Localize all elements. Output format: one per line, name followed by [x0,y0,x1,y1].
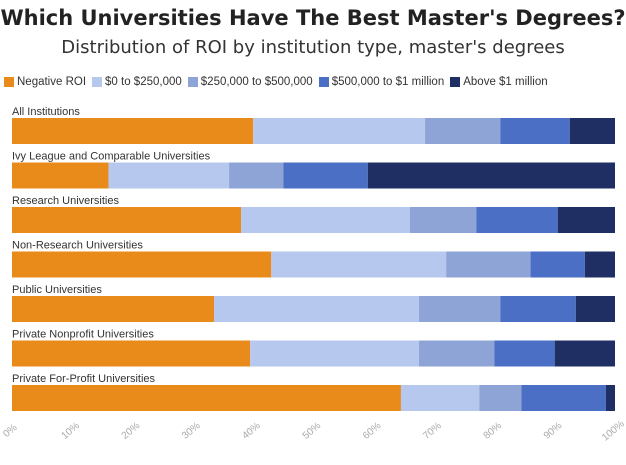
category-label: Private Nonprofit Universities [12,329,154,341]
chart-title: Which Universities Have The Best Master'… [0,6,626,30]
bar-segment [12,251,272,278]
bar-segment [400,385,480,411]
bar-segment [367,162,615,189]
bar-segment [250,340,420,367]
bar-segment [500,118,570,144]
bar-segment [409,207,477,233]
legend-label: Above $1 million [463,76,548,88]
bar-segment [569,118,615,144]
legend-label: $0 to $250,000 [105,76,182,88]
category-label: Ivy League and Comparable Universities [12,151,211,163]
x-tick-label: 70% [421,420,443,441]
x-tick-label: 30% [180,420,202,441]
legend-item: Negative ROI [4,76,86,88]
x-tick-label: 20% [120,420,142,441]
x-tick-label: 40% [240,420,262,441]
bar-segment [419,340,495,367]
bar-segment [446,251,531,278]
x-tick-label: 10% [59,420,81,441]
bar-segment [500,296,576,322]
x-tick-label: 80% [482,420,504,441]
x-tick-label: 60% [361,420,383,441]
bar-segment [253,118,426,144]
bar-segment [584,251,615,278]
bar-segment [12,207,242,233]
bar-segment [575,296,615,322]
legend-label: Negative ROI [17,76,87,88]
bar-segment [12,296,215,322]
legend-swatch [92,77,103,87]
bar-segment [419,296,501,322]
legend-item: Above $1 million [450,76,548,88]
bar-segment [476,207,558,233]
legend-swatch [318,77,329,87]
legend-item: $250,000 to $500,000 [187,76,313,88]
bar-segment [241,207,410,233]
bar-segment [271,251,447,278]
legend-label: $500,000 to $1 million [331,76,445,88]
bar-segment [229,162,284,189]
legend-label: $250,000 to $500,000 [200,76,313,88]
category-label: Research Universities [12,195,119,207]
bar-segment [108,162,230,189]
legend-swatch [450,77,461,87]
category-label: Non-Research Universities [12,240,143,252]
legend: Negative ROI $0 to $250,000 $250,000 to $5… [4,76,622,88]
x-tick-label: 0% [1,422,19,440]
bar-segment [425,118,501,144]
bar-segment [12,118,254,144]
bar-segment [554,340,615,367]
x-tick-label: 100% [600,419,626,444]
bar-segment [12,162,109,189]
bar-segment [605,385,615,411]
bar-segment [530,251,585,278]
bar-segment [12,340,251,367]
category-label: All Institutions [12,106,80,118]
bar-segment [521,385,606,411]
legend-item: $500,000 to $1 million [318,76,445,88]
bar-segment [12,385,401,411]
bar-segment [214,296,420,322]
legend-swatch [4,77,14,87]
category-label: Private For-Profit Universities [12,373,156,385]
x-tick-label: 90% [542,420,564,441]
x-tick-label: 50% [301,420,323,441]
chart-subtitle: Distribution of ROI by institution type,… [61,37,565,58]
bar-segment [479,385,522,411]
category-label: Public Universities [12,284,102,296]
bar-segment [557,207,615,233]
legend-item: $0 to $250,000 [92,76,182,88]
bar-segment [494,340,555,367]
bar-segment [283,162,368,189]
legend-swatch [187,77,198,87]
